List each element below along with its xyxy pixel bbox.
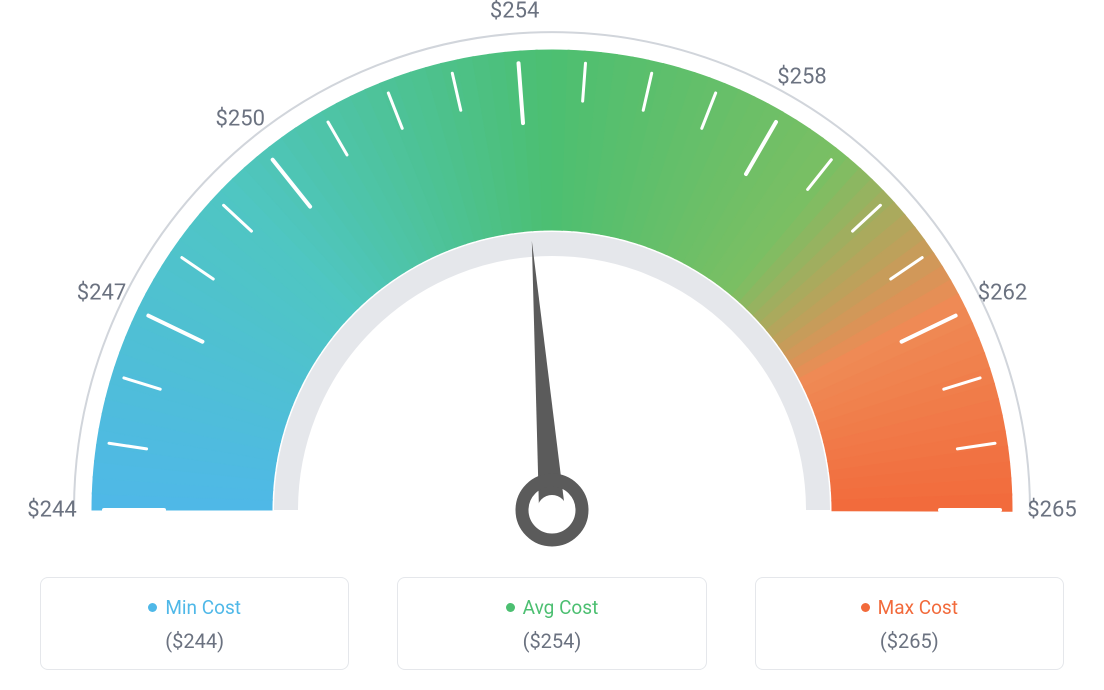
legend-row: Min Cost ($244) Avg Cost ($254) Max Cost… — [0, 577, 1104, 670]
legend-title-min: Min Cost — [148, 596, 241, 619]
legend-value-min: ($244) — [53, 629, 336, 653]
legend-label-min: Min Cost — [165, 596, 241, 619]
gauge-tick-label: $250 — [216, 107, 265, 132]
gauge-chart: $244 $247 $250 $254 $258 $262 $265 — [0, 0, 1104, 540]
gauge-tick-label: $258 — [777, 64, 826, 89]
legend-label-max: Max Cost — [878, 596, 958, 619]
legend-dot-min — [148, 603, 157, 612]
gauge-tick-label: $254 — [490, 0, 539, 24]
legend-value-avg: ($254) — [410, 629, 693, 653]
legend-title-avg: Avg Cost — [506, 596, 599, 619]
gauge-tick-label: $262 — [978, 281, 1027, 306]
legend-dot-avg — [506, 603, 515, 612]
legend-title-max: Max Cost — [861, 596, 958, 619]
legend-card-min: Min Cost ($244) — [40, 577, 349, 670]
gauge-tick-label: $247 — [77, 281, 126, 306]
legend-card-max: Max Cost ($265) — [755, 577, 1064, 670]
legend-card-avg: Avg Cost ($254) — [397, 577, 706, 670]
gauge-svg — [0, 0, 1104, 560]
gauge-tick-label: $244 — [27, 498, 76, 523]
legend-dot-max — [861, 603, 870, 612]
legend-value-max: ($265) — [768, 629, 1051, 653]
legend-label-avg: Avg Cost — [523, 596, 599, 619]
gauge-tick-label: $265 — [1027, 498, 1076, 523]
